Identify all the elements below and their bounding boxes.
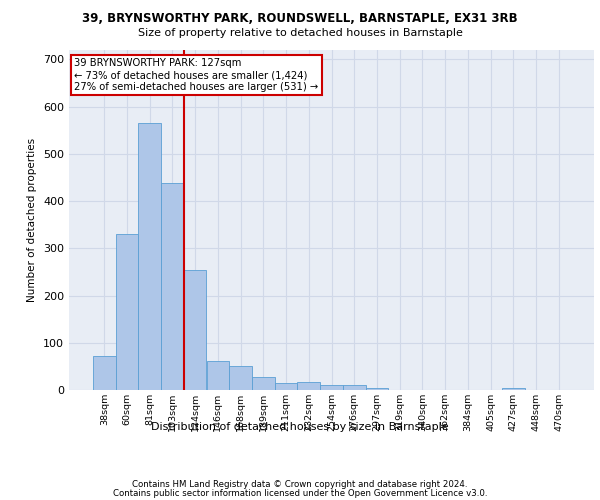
Text: Size of property relative to detached houses in Barnstaple: Size of property relative to detached ho… <box>137 28 463 38</box>
Text: Contains HM Land Registry data © Crown copyright and database right 2024.: Contains HM Land Registry data © Crown c… <box>132 480 468 489</box>
Bar <box>229 366 252 390</box>
Bar <box>206 360 229 390</box>
Bar <box>320 385 343 390</box>
Bar <box>93 356 116 390</box>
Bar <box>275 383 298 390</box>
Text: 39 BRYNSWORTHY PARK: 127sqm
← 73% of detached houses are smaller (1,424)
27% of : 39 BRYNSWORTHY PARK: 127sqm ← 73% of det… <box>74 58 319 92</box>
Bar <box>365 388 388 390</box>
Y-axis label: Number of detached properties: Number of detached properties <box>28 138 37 302</box>
Bar <box>502 388 524 390</box>
Bar <box>116 234 139 390</box>
Bar <box>343 385 365 390</box>
Bar <box>298 382 320 390</box>
Bar <box>184 270 206 390</box>
Text: Contains public sector information licensed under the Open Government Licence v3: Contains public sector information licen… <box>113 489 487 498</box>
Bar <box>252 377 275 390</box>
Bar <box>161 183 184 390</box>
Text: 39, BRYNSWORTHY PARK, ROUNDSWELL, BARNSTAPLE, EX31 3RB: 39, BRYNSWORTHY PARK, ROUNDSWELL, BARNST… <box>82 12 518 26</box>
Text: Distribution of detached houses by size in Barnstaple: Distribution of detached houses by size … <box>151 422 449 432</box>
Bar <box>139 123 161 390</box>
